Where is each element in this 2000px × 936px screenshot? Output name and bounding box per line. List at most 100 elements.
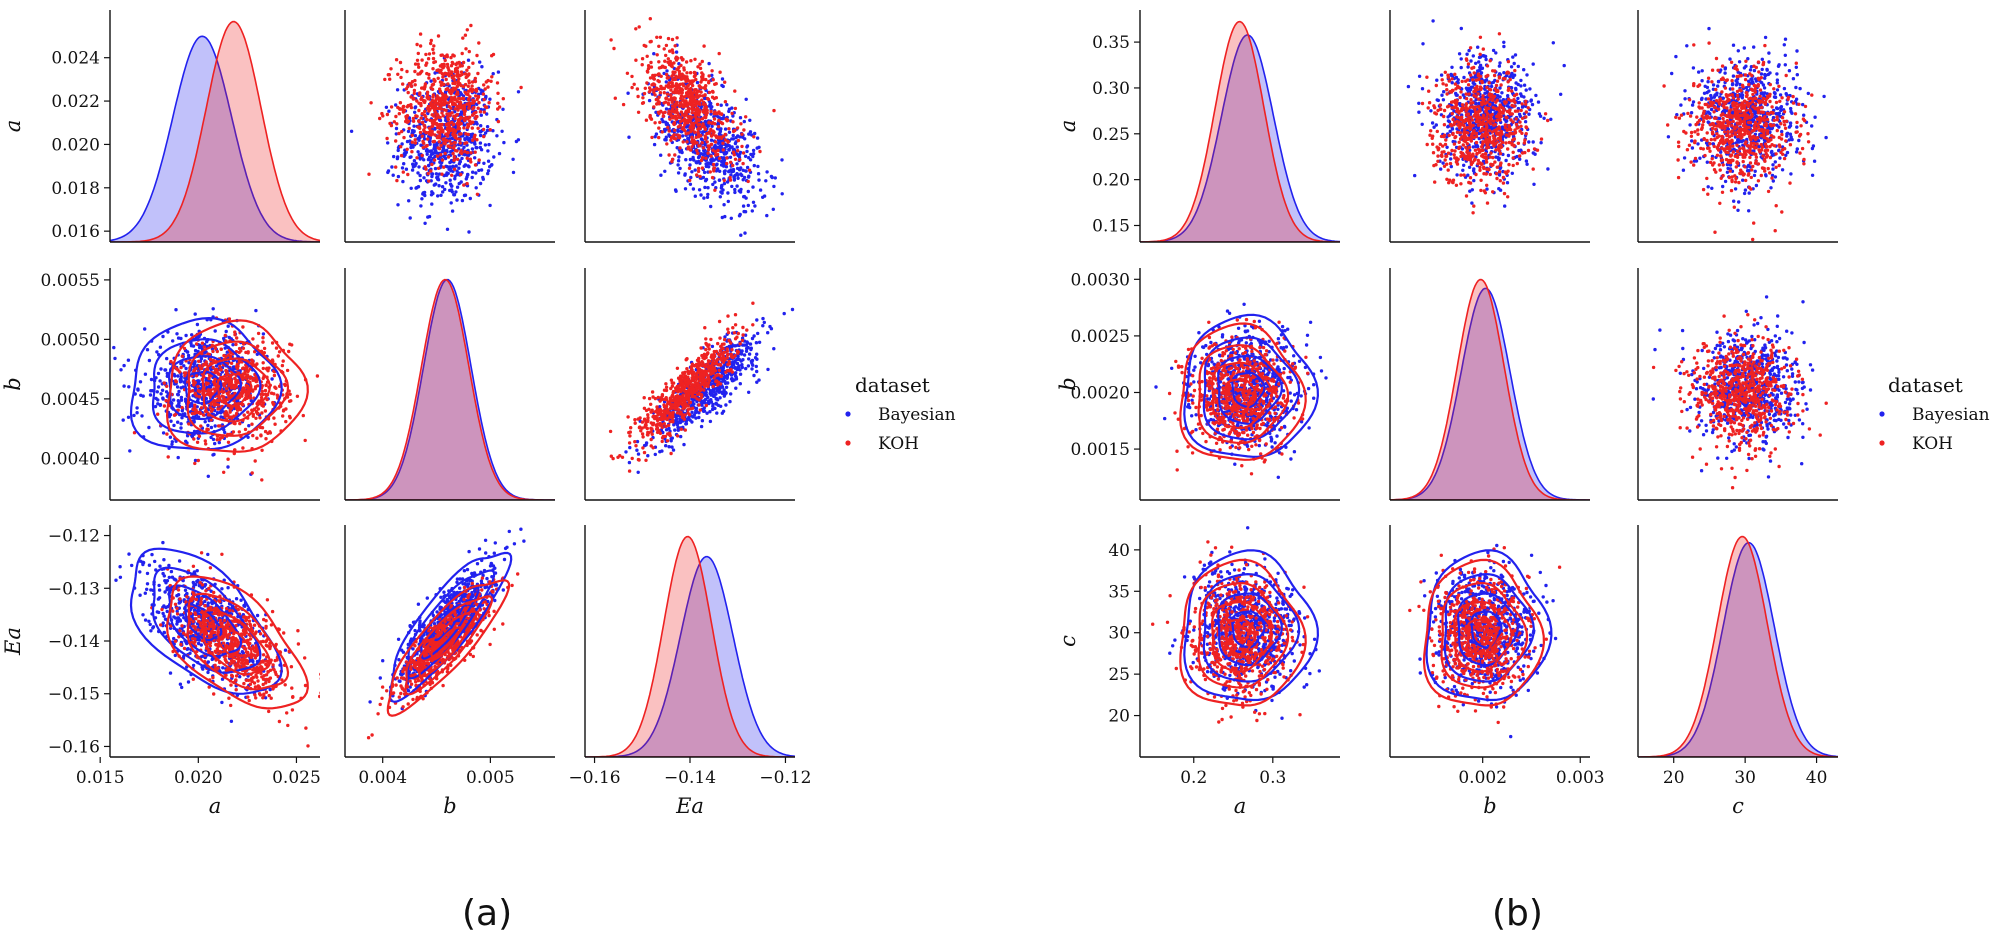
scatter-point xyxy=(165,356,169,361)
scatter-point xyxy=(452,141,457,145)
scatter-point xyxy=(192,419,196,423)
scatter-point xyxy=(411,119,416,123)
scatter-point xyxy=(624,450,628,454)
scatter-point xyxy=(681,140,685,144)
scatter-point xyxy=(671,134,675,138)
scatter-point xyxy=(739,352,744,356)
scatter-point xyxy=(732,344,737,348)
scatter-point xyxy=(643,86,647,91)
scatter-point xyxy=(699,424,704,429)
scatter-point xyxy=(452,158,456,162)
scatter-point xyxy=(663,414,667,418)
scatter-point xyxy=(729,216,733,220)
scatter-point xyxy=(730,137,734,141)
scatter-point xyxy=(669,93,673,97)
scatter-point xyxy=(686,145,691,149)
scatter-point xyxy=(743,169,748,173)
scatter-point xyxy=(700,156,705,160)
scatter-point xyxy=(726,140,730,144)
scatter-point xyxy=(465,181,469,186)
scatter-point xyxy=(667,129,671,133)
scatter-point xyxy=(716,167,720,171)
scatter-point xyxy=(459,70,464,74)
scatter-point xyxy=(394,165,398,169)
scatter-point xyxy=(661,114,665,118)
scatter-point xyxy=(418,173,422,178)
scatter-point xyxy=(213,424,217,428)
scatter-point xyxy=(380,111,384,116)
scatter-point xyxy=(674,74,678,78)
scatter-point xyxy=(667,445,671,449)
scatter-point xyxy=(711,162,716,167)
scatter-point xyxy=(741,204,746,208)
scatter-point xyxy=(699,158,704,163)
scatter-point xyxy=(466,172,470,177)
scatter-point xyxy=(722,203,726,207)
scatter-point xyxy=(782,311,786,316)
scatter-point xyxy=(132,413,136,418)
scatter-point xyxy=(678,417,682,421)
scatter-point xyxy=(721,141,725,145)
kde-bayesian xyxy=(110,35,320,242)
scatter-point xyxy=(700,141,704,145)
scatter-point xyxy=(394,114,398,119)
scatter-point xyxy=(199,424,203,428)
scatter-point xyxy=(668,49,672,53)
scatter-point xyxy=(432,183,436,187)
scatter-point xyxy=(661,65,665,69)
scatter-point xyxy=(454,164,458,168)
scatter-point xyxy=(171,339,175,343)
scatter-point xyxy=(187,422,191,426)
scatter-point xyxy=(189,402,193,406)
scatter-point xyxy=(458,137,462,141)
scatter-point xyxy=(405,69,409,74)
scatter-point xyxy=(234,378,238,382)
scatter-point xyxy=(708,419,713,424)
scatter-point xyxy=(463,141,467,146)
scatter-point xyxy=(716,125,721,129)
scatter-point xyxy=(679,77,684,81)
scatter-point xyxy=(741,343,745,347)
scatter-point xyxy=(683,428,687,432)
scatter-point xyxy=(264,383,268,388)
scatter-point xyxy=(722,169,727,174)
scatter-point xyxy=(682,74,686,78)
scatter-point xyxy=(626,91,630,95)
scatter-point xyxy=(174,379,178,383)
scatter-point xyxy=(396,174,401,179)
scatter-point xyxy=(148,393,153,397)
scatter-point xyxy=(733,106,738,111)
scatter-point xyxy=(427,109,431,113)
scatter-point xyxy=(644,441,649,445)
scatter-point xyxy=(413,69,417,74)
scatter-point xyxy=(751,185,755,189)
scatter-point xyxy=(780,158,784,162)
scatter-point xyxy=(660,393,665,397)
scatter-point xyxy=(480,65,484,69)
scatter-point xyxy=(664,444,668,448)
scatter-point xyxy=(197,334,201,339)
scatter-point xyxy=(175,332,179,336)
scatter-point xyxy=(712,117,717,121)
scatter-point xyxy=(757,178,761,182)
scatter-point xyxy=(707,347,711,351)
contour-bayesian xyxy=(183,370,223,405)
scatter-point xyxy=(262,346,267,351)
scatter-point xyxy=(511,170,516,175)
scatter-point xyxy=(427,126,432,130)
scatter-point xyxy=(476,71,480,76)
scatter-point xyxy=(378,116,382,121)
scatter-point xyxy=(418,157,422,161)
scatter-point xyxy=(455,157,460,161)
panel-a-r0-c1 xyxy=(344,10,555,243)
scatter-point xyxy=(671,70,675,74)
scatter-point xyxy=(215,349,219,354)
scatter-point xyxy=(495,134,499,138)
scatter-point xyxy=(199,366,203,371)
scatter-point xyxy=(476,106,480,110)
scatter-point xyxy=(737,214,742,218)
scatter-point xyxy=(413,141,418,145)
scatter-point xyxy=(652,90,656,94)
scatter-point xyxy=(722,181,727,186)
scatter-point xyxy=(745,340,749,344)
